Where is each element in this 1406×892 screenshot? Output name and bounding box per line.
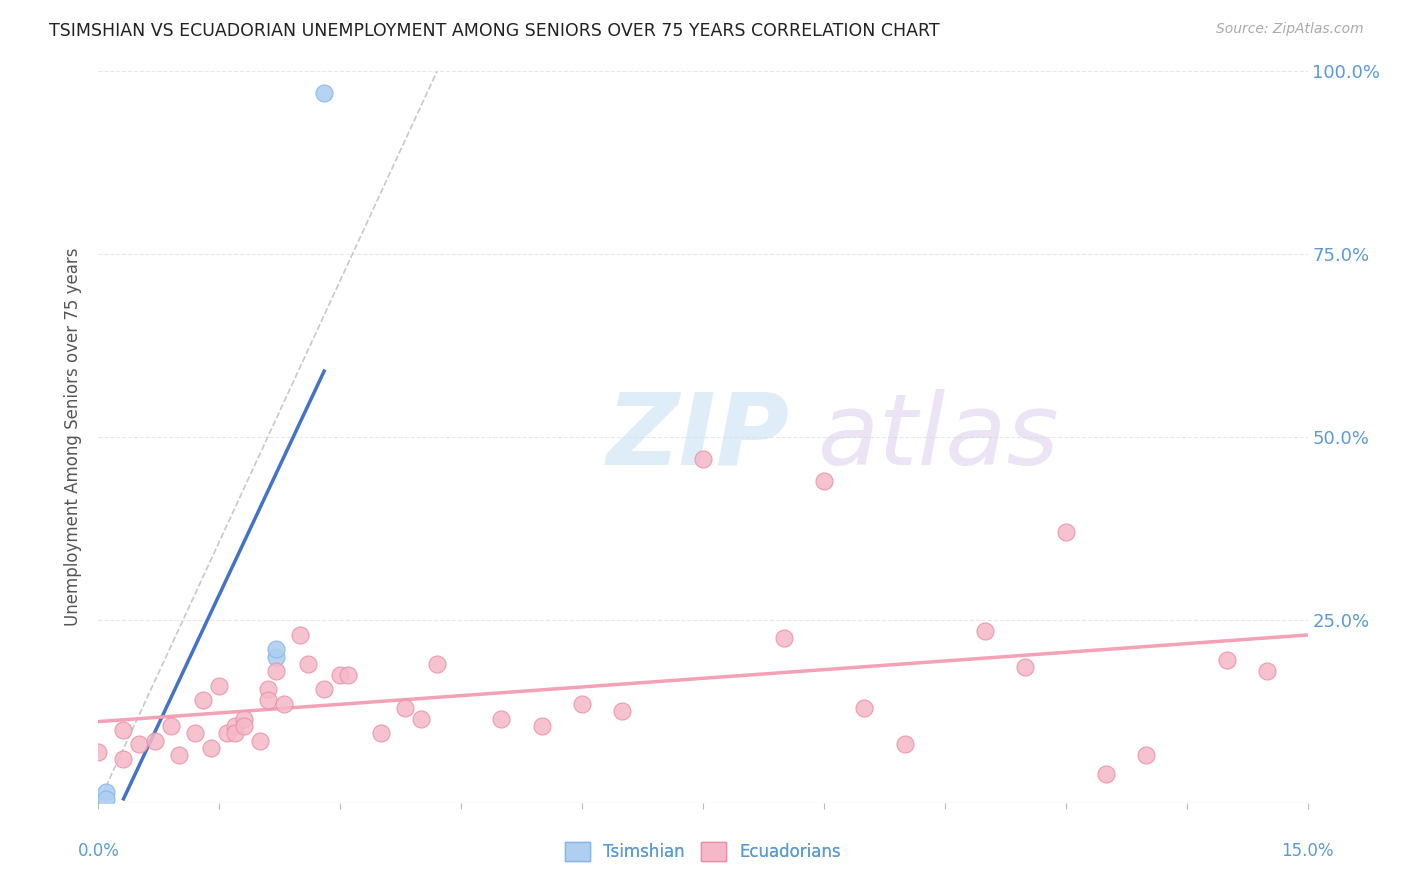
Point [184, 726, 207, 740]
Point [530, 719, 553, 733]
Point [96, 785, 118, 799]
Point [143, 733, 166, 747]
Y-axis label: Unemployment Among Seniors over 75 years: Unemployment Among Seniors over 75 years [65, 248, 83, 626]
Point [1014, 660, 1036, 674]
Point [232, 712, 254, 726]
Point [232, 719, 254, 733]
Text: atlas: atlas [818, 389, 1060, 485]
Point [200, 740, 222, 755]
Point [1135, 748, 1157, 763]
Point [314, 682, 336, 697]
Point [297, 657, 319, 671]
Point [1256, 664, 1278, 678]
Point [111, 723, 134, 737]
Point [160, 719, 183, 733]
Point [893, 737, 915, 751]
Point [692, 452, 714, 467]
Point [111, 752, 134, 766]
Point [264, 664, 287, 678]
Point [193, 693, 215, 707]
Point [772, 632, 794, 646]
Point [217, 726, 239, 740]
Point [974, 624, 997, 638]
Point [314, 87, 336, 101]
Point [1095, 766, 1118, 780]
Point [208, 679, 231, 693]
Legend: Tsimshian, Ecuadorians: Tsimshian, Ecuadorians [558, 835, 848, 868]
Text: 15.0%: 15.0% [1281, 842, 1334, 860]
Text: Source: ZipAtlas.com: Source: ZipAtlas.com [1216, 22, 1364, 37]
Point [813, 474, 835, 488]
Point [394, 700, 416, 714]
Text: ZIP: ZIP [606, 389, 789, 485]
Point [128, 737, 150, 751]
Point [370, 726, 392, 740]
Point [853, 700, 876, 714]
Point [612, 705, 634, 719]
Point [224, 726, 246, 740]
Point [249, 733, 271, 747]
Point [256, 682, 278, 697]
Point [426, 657, 449, 671]
Point [571, 697, 593, 711]
Point [1216, 653, 1239, 667]
Point [264, 649, 287, 664]
Point [288, 627, 311, 641]
Point [273, 697, 295, 711]
Point [264, 642, 287, 657]
Point [409, 712, 432, 726]
Point [329, 667, 352, 681]
Point [256, 693, 278, 707]
Point [1054, 525, 1077, 540]
Text: TSIMSHIAN VS ECUADORIAN UNEMPLOYMENT AMONG SENIORS OVER 75 YEARS CORRELATION CHA: TSIMSHIAN VS ECUADORIAN UNEMPLOYMENT AMO… [49, 22, 939, 40]
Point [167, 748, 190, 763]
Text: 0.0%: 0.0% [77, 842, 120, 860]
Point [337, 667, 360, 681]
Point [224, 719, 246, 733]
Point [96, 792, 118, 806]
Point [491, 712, 513, 726]
Point [87, 745, 110, 759]
